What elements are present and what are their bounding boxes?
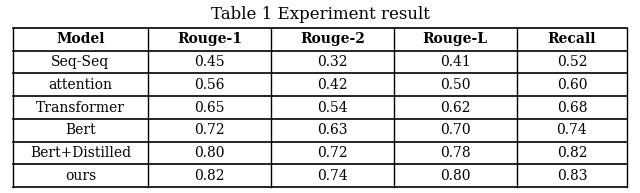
Text: 0.78: 0.78 bbox=[440, 146, 470, 160]
Text: 0.82: 0.82 bbox=[557, 146, 587, 160]
Text: 0.56: 0.56 bbox=[194, 78, 225, 92]
Text: 0.54: 0.54 bbox=[317, 101, 348, 115]
Text: Bert+Distilled: Bert+Distilled bbox=[30, 146, 131, 160]
Text: 0.82: 0.82 bbox=[194, 169, 225, 183]
Text: Seq-Seq: Seq-Seq bbox=[51, 55, 109, 69]
Text: Recall: Recall bbox=[548, 32, 596, 46]
Text: 0.74: 0.74 bbox=[317, 169, 348, 183]
Text: Rouge-1: Rouge-1 bbox=[177, 32, 242, 46]
Text: 0.72: 0.72 bbox=[317, 146, 348, 160]
Text: Table 1 Experiment result: Table 1 Experiment result bbox=[211, 6, 429, 23]
Text: 0.52: 0.52 bbox=[557, 55, 587, 69]
Text: 0.83: 0.83 bbox=[557, 169, 587, 183]
Text: 0.72: 0.72 bbox=[194, 123, 225, 137]
Text: 0.41: 0.41 bbox=[440, 55, 470, 69]
Text: 0.70: 0.70 bbox=[440, 123, 470, 137]
Text: ours: ours bbox=[65, 169, 96, 183]
Text: 0.68: 0.68 bbox=[557, 101, 587, 115]
Text: 0.60: 0.60 bbox=[557, 78, 587, 92]
Text: 0.32: 0.32 bbox=[317, 55, 348, 69]
Text: 0.42: 0.42 bbox=[317, 78, 348, 92]
Text: Rouge-2: Rouge-2 bbox=[300, 32, 365, 46]
Text: Model: Model bbox=[56, 32, 104, 46]
Text: 0.50: 0.50 bbox=[440, 78, 470, 92]
Text: 0.74: 0.74 bbox=[557, 123, 588, 137]
Text: attention: attention bbox=[49, 78, 113, 92]
Text: 0.80: 0.80 bbox=[440, 169, 470, 183]
Text: Transformer: Transformer bbox=[36, 101, 125, 115]
Text: 0.65: 0.65 bbox=[194, 101, 225, 115]
Text: 0.80: 0.80 bbox=[194, 146, 225, 160]
Text: Rouge-L: Rouge-L bbox=[422, 32, 488, 46]
Text: 0.45: 0.45 bbox=[194, 55, 225, 69]
Text: Bert: Bert bbox=[65, 123, 96, 137]
Text: 0.62: 0.62 bbox=[440, 101, 470, 115]
Text: 0.63: 0.63 bbox=[317, 123, 348, 137]
